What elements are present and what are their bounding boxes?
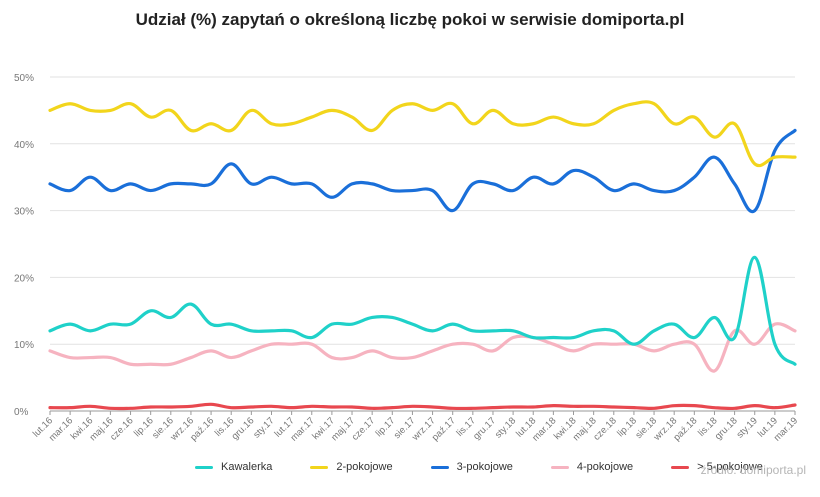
- x-tick-label: cze.18: [591, 415, 619, 443]
- source-note: źródło: domiporta.pl: [700, 463, 806, 477]
- x-axis-ticks: lut.16mar.16kwi.16maj.16cze.16lip.16sie.…: [31, 411, 800, 444]
- legend-swatch: [310, 465, 329, 469]
- y-tick-label: 50%: [14, 73, 34, 84]
- legend-item: 2-pokojowe: [310, 461, 393, 473]
- y-tick-label: 30%: [14, 207, 34, 218]
- legend-label: > 5-pokojowe: [697, 461, 763, 473]
- y-axis-ticks: 0% 10% 20% 30% 40% 50%: [14, 73, 34, 418]
- legend-item: Kawalerka: [195, 461, 272, 473]
- y-tick-label: 10%: [14, 340, 34, 351]
- series-line-4-pokojowe: [48, 322, 797, 373]
- x-tick-label: sty.17: [251, 415, 276, 440]
- legend-label: 2-pokojowe: [336, 461, 393, 473]
- chart-title: Udział (%) zapytań o określoną liczbę po…: [135, 10, 685, 29]
- legend: Kawalerka 2-pokojowe 3-pokojowe 4-pokojowe >…: [195, 461, 763, 473]
- legend-swatch: [195, 465, 213, 469]
- legend-swatch: [671, 465, 690, 469]
- legend-label: 4-pokojowe: [576, 461, 634, 473]
- x-tick-label: sty.19: [735, 415, 760, 440]
- legend-swatch: [430, 465, 449, 469]
- series-lines: [48, 100, 797, 411]
- series-line-3-pokojowe: [48, 128, 797, 214]
- legend-item: 3-pokojowe: [430, 461, 513, 473]
- x-tick-label: cze.17: [350, 415, 378, 443]
- series-line-2-pokojowe: [48, 100, 797, 168]
- legend-item: 4-pokojowe: [550, 461, 634, 473]
- legend-swatch: [550, 465, 569, 469]
- x-tick-label: gru.17: [471, 415, 498, 442]
- y-tick-label: 40%: [14, 140, 34, 151]
- x-tick-label: gru.18: [713, 415, 740, 442]
- x-tick-label: gru.16: [230, 415, 257, 442]
- series-line-5-pokojowe: [48, 402, 797, 411]
- y-tick-label: 0%: [14, 407, 29, 418]
- legend-item: > 5-pokojowe: [671, 461, 763, 473]
- legend-label: 3-pokojowe: [456, 461, 513, 473]
- x-tick-label: cze.16: [108, 415, 136, 443]
- legend-label: Kawalerka: [221, 461, 273, 473]
- y-tick-label: 20%: [14, 273, 34, 284]
- x-tick-label: sty.18: [493, 415, 518, 440]
- series-line-kawalerka: [48, 255, 797, 366]
- gridlines: [50, 76, 795, 412]
